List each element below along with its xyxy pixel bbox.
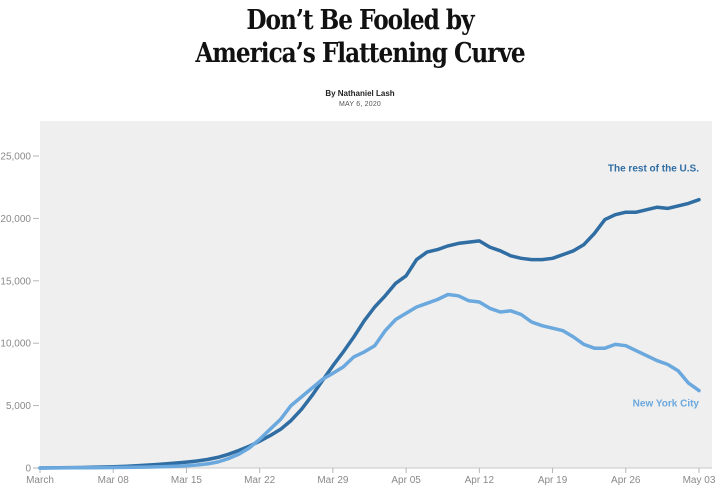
headline: Don’t Be Fooled by America’s Flattening … [50, 4, 669, 70]
x-tick-label: Apr 19 [538, 475, 568, 486]
series-label-1: New York City [633, 399, 700, 410]
x-tick-label: Apr 26 [611, 475, 641, 486]
x-tick-label: Mar 22 [244, 475, 276, 486]
x-tick-label: Mar 29 [317, 475, 349, 486]
x-tick-label: Apr 05 [391, 475, 421, 486]
y-tick-label: 0 [25, 464, 31, 475]
series-label-0: The rest of the U.S. [608, 164, 699, 175]
plot-background [40, 121, 712, 468]
y-tick-label: 15,000 [0, 276, 31, 287]
x-tick-label: March [26, 475, 54, 486]
publish-date: MAY 6, 2020 [338, 101, 382, 108]
y-tick-label: 10,000 [0, 339, 31, 350]
headline-line-2: America’s Flattening Curve [195, 38, 525, 69]
x-tick-label: Mar 08 [98, 475, 130, 486]
headline-line-1: Don’t Be Fooled by [246, 5, 474, 36]
byline: By Nathaniel Lash [325, 89, 395, 98]
series-line-0 [38, 197, 701, 470]
series-line-1 [38, 292, 701, 470]
y-tick-label: 25,000 [0, 152, 31, 163]
y-tick-label: 5,000 [6, 401, 31, 412]
x-tick-label: Mar 15 [171, 475, 203, 486]
x-tick-label: May 03 [683, 475, 716, 486]
y-tick-label: 20,000 [0, 214, 31, 225]
x-tick-label: Apr 12 [465, 475, 495, 486]
